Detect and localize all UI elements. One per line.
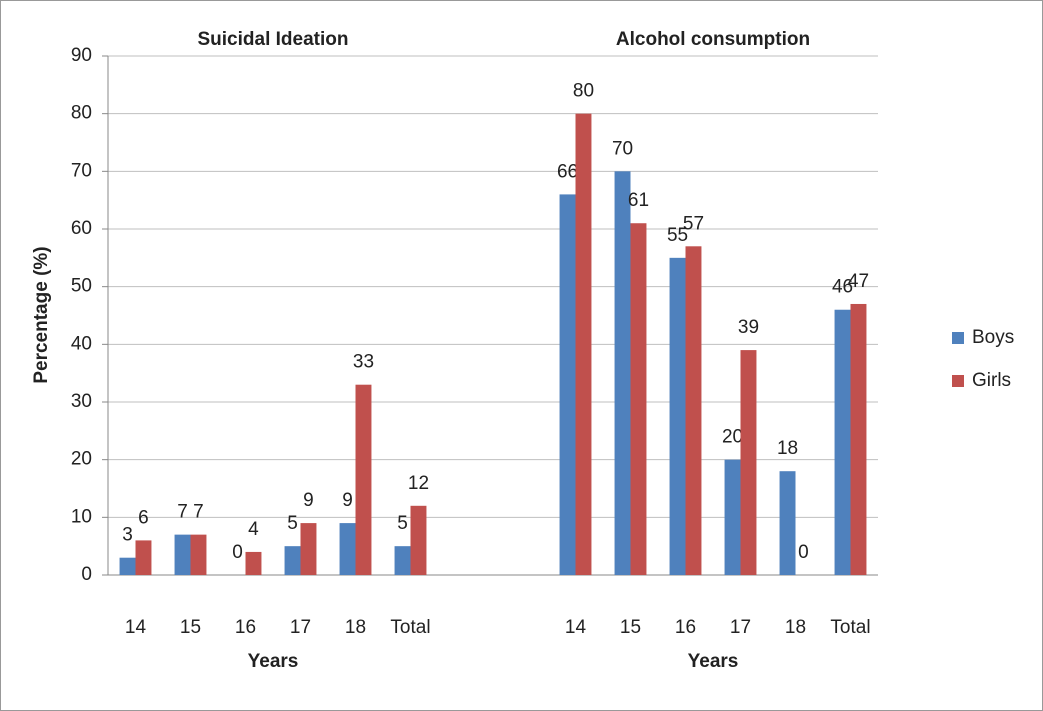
- y-tick-label: 40: [71, 333, 92, 354]
- bar: [614, 171, 631, 576]
- x-tick-label: 14: [125, 617, 147, 638]
- x-tick-label: Total: [390, 617, 430, 638]
- value-label: 6: [138, 507, 149, 528]
- bar: [740, 350, 757, 575]
- group-title: Alcohol consumption: [616, 29, 810, 50]
- value-label: 20: [722, 427, 743, 448]
- bar: [779, 471, 796, 575]
- x-axis-label: Years: [248, 651, 299, 672]
- legend-swatch: [952, 332, 964, 344]
- y-tick-label: 10: [71, 506, 92, 527]
- legend-swatch: [952, 375, 964, 387]
- bar: [355, 384, 372, 575]
- bar: [559, 194, 576, 575]
- y-tick-label: 20: [71, 449, 92, 470]
- x-tick-label: 14: [565, 617, 587, 638]
- value-label: 7: [177, 502, 188, 523]
- value-label: 5: [287, 513, 298, 534]
- value-label: 70: [612, 138, 633, 159]
- y-tick-label: 70: [71, 160, 92, 181]
- value-label: 80: [573, 81, 594, 102]
- value-label: 5: [397, 513, 408, 534]
- x-axis-label: Years: [688, 651, 739, 672]
- x-tick-label: 15: [620, 617, 641, 638]
- value-label: 55: [667, 225, 688, 246]
- bar: [669, 257, 686, 575]
- bar: [284, 546, 301, 575]
- bar: [834, 309, 851, 575]
- bar: [410, 505, 427, 575]
- bar: [850, 303, 867, 575]
- x-tick-label: 17: [730, 617, 751, 638]
- x-tick-label: 18: [345, 617, 366, 638]
- value-label: 46: [832, 277, 853, 298]
- value-label: 3: [122, 525, 133, 546]
- bar: [724, 459, 741, 575]
- x-tick-label: 16: [235, 617, 256, 638]
- bar: [245, 551, 262, 575]
- bar: [174, 534, 191, 575]
- bar: [339, 523, 356, 575]
- x-tick-label: Total: [830, 617, 870, 638]
- y-tick-label: 80: [71, 103, 92, 124]
- bar: [300, 523, 317, 575]
- y-tick-label: 60: [71, 218, 92, 239]
- legend-label: Boys: [972, 327, 1014, 348]
- bar: [685, 246, 702, 576]
- value-label: 0: [798, 542, 809, 563]
- y-tick-label: 30: [71, 391, 92, 412]
- value-label: 9: [303, 490, 314, 511]
- legend-label: Girls: [972, 370, 1011, 391]
- bar: [135, 540, 152, 575]
- value-label: 0: [232, 542, 243, 563]
- value-label: 57: [683, 213, 704, 234]
- value-label: 12: [408, 473, 429, 494]
- value-label: 39: [738, 317, 759, 338]
- value-label: 18: [777, 438, 798, 459]
- group-title: Suicidal Ideation: [198, 29, 349, 50]
- x-tick-label: 16: [675, 617, 696, 638]
- y-tick-label: 0: [81, 564, 92, 585]
- x-tick-label: 18: [785, 617, 806, 638]
- value-label: 9: [342, 490, 353, 511]
- bar: [190, 534, 207, 575]
- value-label: 47: [848, 271, 869, 292]
- bar: [119, 557, 136, 575]
- bar: [394, 546, 411, 575]
- x-tick-label: 17: [290, 617, 311, 638]
- value-label: 61: [628, 190, 649, 211]
- y-axis-label: Percentage (%): [31, 246, 52, 383]
- bar: [630, 223, 647, 575]
- value-label: 7: [193, 502, 204, 523]
- value-label: 33: [353, 352, 374, 373]
- x-tick-label: 15: [180, 617, 201, 638]
- y-tick-label: 90: [71, 45, 92, 66]
- value-label: 66: [557, 161, 578, 182]
- bar: [575, 113, 592, 576]
- y-tick-label: 50: [71, 276, 92, 297]
- value-label: 4: [248, 519, 259, 540]
